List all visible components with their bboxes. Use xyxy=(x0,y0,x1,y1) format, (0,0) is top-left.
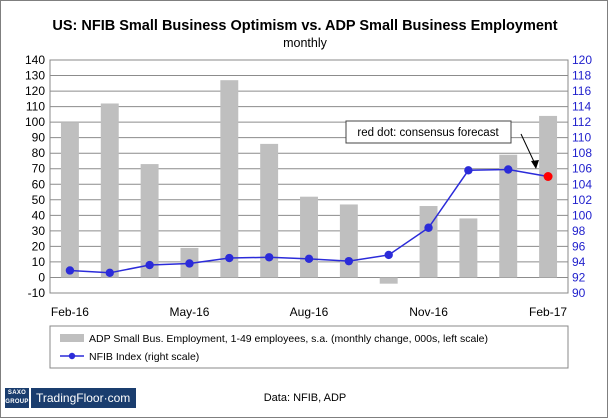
right-tick-label: 102 xyxy=(572,193,592,207)
left-tick-label: 80 xyxy=(32,146,46,160)
right-tick-label: 112 xyxy=(572,115,591,129)
forecast-point xyxy=(543,172,553,181)
right-tick-label: 100 xyxy=(572,208,592,222)
saxo-logo-mark: SAXO GROUP xyxy=(5,388,29,408)
nfib-point xyxy=(225,253,234,263)
annotation-box xyxy=(345,120,512,144)
x-tick-label: Feb-16 xyxy=(51,305,89,319)
right-tick-label: 106 xyxy=(572,162,592,176)
left-tick-label: 60 xyxy=(32,177,46,191)
adp-bar xyxy=(339,204,358,278)
left-tick-label: 30 xyxy=(32,224,46,238)
legend-swatch-bars xyxy=(60,334,84,342)
right-tick-label: 118 xyxy=(572,69,591,83)
adp-bar xyxy=(220,80,239,278)
adp-bar xyxy=(140,164,159,278)
left-tick-label: 50 xyxy=(32,193,46,207)
chart-subtitle: monthly xyxy=(283,36,328,50)
left-tick-label: 90 xyxy=(32,131,46,145)
tradingfloor-logo: SAXO GROUP TradingFloor·com xyxy=(5,388,137,408)
right-tick-label: 96 xyxy=(572,239,586,253)
legend-swatch-marker xyxy=(68,352,76,360)
nfib-point xyxy=(304,254,314,264)
nfib-point xyxy=(264,253,274,262)
nfib-point xyxy=(464,166,473,175)
adp-bar xyxy=(100,103,119,278)
annotation-arrow-head xyxy=(531,160,539,169)
x-tick-label: Nov-16 xyxy=(409,305,448,319)
adp-bar xyxy=(300,196,318,278)
left-tick-label: 70 xyxy=(32,162,46,176)
left-tick-label: 120 xyxy=(25,84,45,98)
nfib-point xyxy=(504,165,513,174)
x-tick-label: Feb-17 xyxy=(529,305,567,319)
x-tick-label: May-16 xyxy=(169,305,209,319)
plot-area xyxy=(49,59,569,294)
left-tick-label: 10 xyxy=(32,255,46,269)
annotation-text: red dot: consensus forecast xyxy=(357,127,499,139)
left-tick-label: 140 xyxy=(25,53,45,67)
right-tick-label: 108 xyxy=(572,146,592,160)
adp-bar xyxy=(419,206,438,278)
x-tick-label: Aug-16 xyxy=(290,305,329,319)
legend-box xyxy=(49,325,569,369)
right-tick-label: 114 xyxy=(572,100,591,114)
x-axis: Feb-16 May-16 Aug-16 Nov-16 Feb-17 xyxy=(51,305,568,319)
left-tick-label: 40 xyxy=(32,208,46,222)
left-tick-label: 20 xyxy=(32,239,46,253)
adp-bar xyxy=(379,277,398,284)
nfib-point xyxy=(185,259,194,268)
right-tick-label: 98 xyxy=(572,224,586,238)
adp-bar xyxy=(459,218,478,278)
left-tick-label: 100 xyxy=(25,115,45,129)
annotation-arrow-line xyxy=(520,133,537,167)
right-tick-label: 92 xyxy=(572,270,586,284)
nfib-point xyxy=(424,223,433,232)
nfib-point xyxy=(65,266,75,275)
right-tick-label: 110 xyxy=(572,131,591,145)
chart-title: US: NFIB Small Business Optimism vs. ADP… xyxy=(52,18,557,34)
adp-bar xyxy=(60,122,79,278)
left-tick-label: -10 xyxy=(28,286,46,300)
left-tick-label: 130 xyxy=(25,69,45,83)
nfib-point xyxy=(384,250,393,260)
adp-bar xyxy=(260,143,279,278)
left-tick-label: 0 xyxy=(38,270,45,284)
nfib-point xyxy=(105,268,114,278)
source-note: Data: NFIB, ADP xyxy=(264,392,347,404)
adp-bar xyxy=(499,154,518,278)
legend: ADP Small Bus. Employment, 1-49 employee… xyxy=(49,325,569,369)
nfib-point xyxy=(344,256,354,266)
logo-text: TradingFloor·com xyxy=(31,388,137,408)
right-tick-label: 120 xyxy=(572,53,592,67)
adp-bars xyxy=(60,80,558,284)
right-tick-label: 90 xyxy=(572,286,586,300)
legend-label-line: NFIB Index (right scale) xyxy=(89,351,199,363)
nfib-point xyxy=(145,260,154,270)
legend-label-bars: ADP Small Bus. Employment, 1-49 employee… xyxy=(89,333,488,345)
right-tick-label: 104 xyxy=(572,177,592,191)
right-tick-label: 116 xyxy=(572,84,591,98)
nfib-line xyxy=(65,165,553,278)
adp-bar xyxy=(539,115,558,278)
right-tick-label: 94 xyxy=(572,255,586,269)
annotation: red dot: consensus forecast xyxy=(345,120,539,169)
left-tick-label: 110 xyxy=(26,100,45,114)
